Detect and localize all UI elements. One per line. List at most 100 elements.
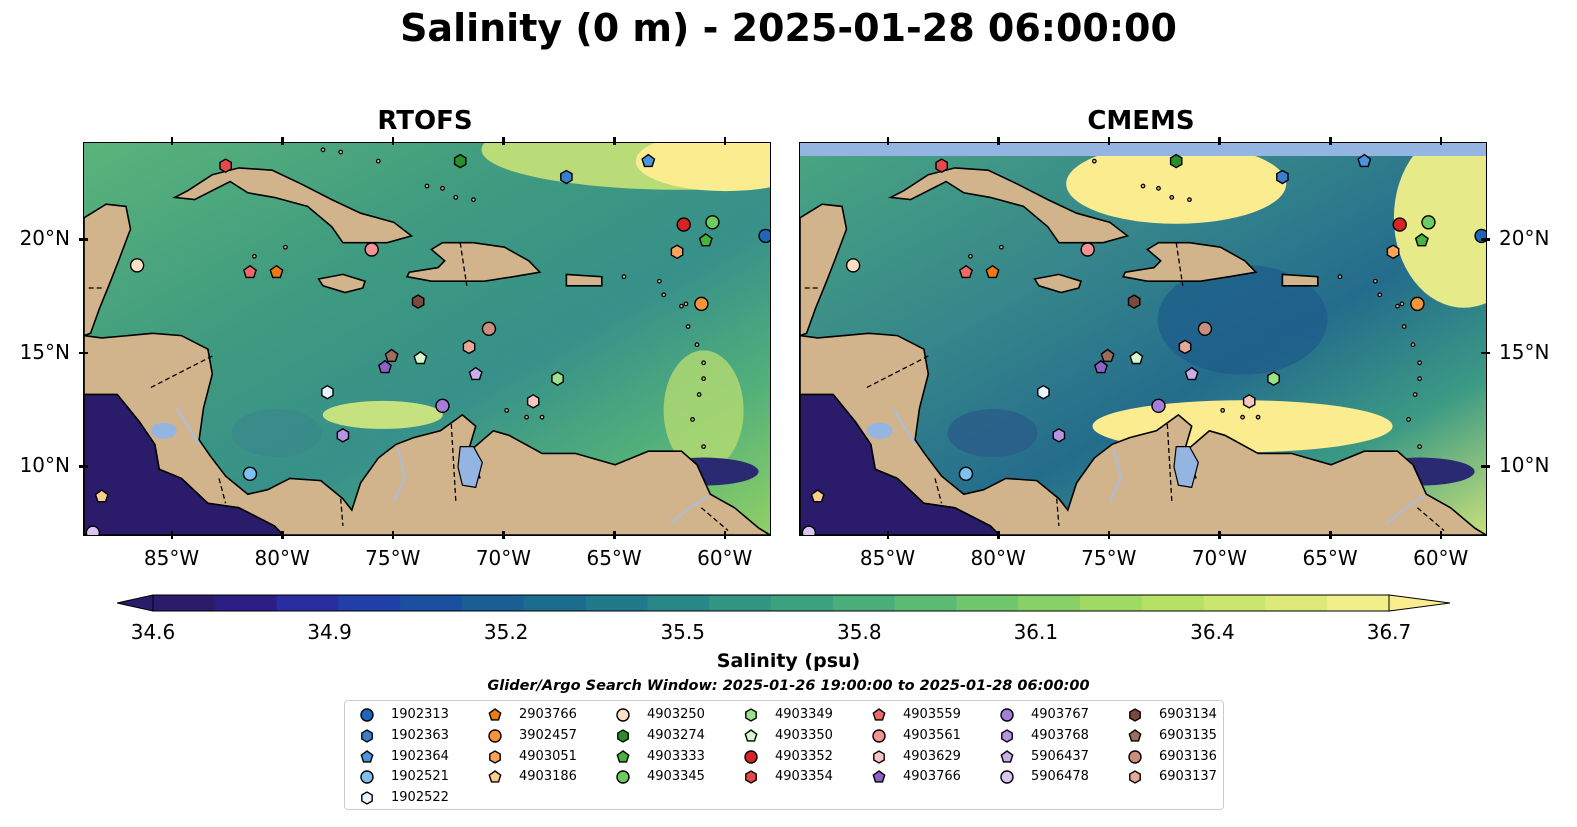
float-1902521-marker[interactable] [242,466,258,482]
legend-pentagon-marker[interactable] [360,749,374,763]
float-4903354-marker[interactable] [219,158,233,174]
pentagon-marker-icon [360,749,374,763]
legend-hexagon-marker[interactable] [1129,770,1141,785]
float-4903766-marker[interactable] [1093,359,1108,374]
legend-pentagon-marker[interactable] [616,749,630,763]
circle-marker-icon [1128,749,1142,764]
lon-tick-mark [1329,531,1332,539]
float-4903250-marker[interactable] [129,258,145,273]
float-2903766-marker[interactable] [985,264,1000,279]
float-6903135-marker[interactable] [1100,348,1115,363]
float-4903768-marker[interactable] [336,427,350,443]
float-6903135-marker[interactable] [384,348,399,363]
float-4903767-marker[interactable] [1151,398,1166,414]
float-4903349-marker[interactable] [551,371,564,387]
float-1902522-marker[interactable] [321,384,334,400]
float-4903767-marker[interactable] [435,398,450,414]
float-3902457-marker[interactable] [694,296,709,312]
float-4903345-marker[interactable] [1421,215,1436,230]
float-5906478-marker[interactable] [801,525,817,535]
legend-pentagon-marker[interactable] [1128,728,1142,742]
float-4903629-marker[interactable] [1242,393,1256,409]
float-3902457-marker[interactable] [1410,296,1425,312]
legend-circle-marker[interactable] [1000,708,1014,722]
lon-tick-label: 75°W [365,546,421,570]
float-4903186-marker[interactable] [94,489,109,503]
float-4903354-marker[interactable] [935,158,949,174]
float-4903333-marker[interactable] [698,233,713,247]
map-panel-cmems[interactable] [799,142,1487,536]
legend-hexagon-marker[interactable] [1001,728,1013,743]
float-4903766-marker[interactable] [377,359,392,374]
legend-hexagon-marker[interactable] [873,749,885,764]
legend-circle-marker[interactable] [488,729,502,743]
legend-label: 2903766 [519,707,577,722]
float-4903561-marker[interactable] [1080,242,1095,257]
float-4903352-marker[interactable] [676,217,691,232]
legend-circle-marker[interactable] [616,770,630,785]
legend-circle-marker[interactable] [1128,749,1142,764]
float-6903134-marker[interactable] [1127,294,1141,309]
float-4903559-marker[interactable] [958,264,973,279]
float-1902364-marker[interactable] [641,153,656,168]
float-1902521-marker[interactable] [958,466,974,482]
float-1902364-marker[interactable] [1357,153,1372,168]
float-4903051-marker[interactable] [1386,244,1400,260]
float-4903349-marker[interactable] [1267,371,1280,387]
float-5906478-marker[interactable] [85,525,101,535]
float-6903136-marker[interactable] [481,321,497,337]
legend-circle-marker[interactable] [616,708,630,722]
float-6903136-marker[interactable] [1197,321,1213,337]
float-2903766-marker[interactable] [269,264,284,279]
float-6903137-marker[interactable] [1178,339,1192,355]
legend-pentagon-marker[interactable] [488,708,502,721]
float-5906437-marker[interactable] [468,366,483,381]
float-4903051-marker[interactable] [670,244,684,260]
legend-hexagon-marker[interactable] [489,749,501,764]
legend-hexagon-marker[interactable] [617,728,629,743]
float-1902522-marker[interactable] [1037,384,1050,400]
island [701,360,707,366]
float-4903559-marker[interactable] [242,264,257,279]
legend-circle-marker[interactable] [360,708,374,722]
legend-pentagon-marker[interactable] [744,728,758,742]
legend-pentagon-marker[interactable] [872,770,886,783]
lon-tick-mark [1107,531,1111,539]
float-4903350-marker[interactable] [413,350,428,365]
legend-hexagon-marker[interactable] [745,770,757,785]
legend-circle-marker[interactable] [360,770,374,785]
float-4903629-marker[interactable] [526,393,540,409]
legend-hexagon-marker[interactable] [745,708,757,722]
island [1240,414,1245,420]
colorbar-segment [1327,595,1390,611]
float-6903137-marker[interactable] [462,339,476,355]
legend-pentagon-marker[interactable] [872,708,886,721]
float-5906437-marker[interactable] [1184,366,1199,381]
float-4903350-marker[interactable] [1129,350,1144,365]
float-4903352-marker[interactable] [1392,217,1407,232]
float-4903345-marker[interactable] [705,215,720,230]
float-6903134-marker[interactable] [411,294,425,309]
float-4903186-marker[interactable] [810,489,825,503]
float-4903250-marker[interactable] [845,258,861,273]
legend-circle-marker[interactable] [872,729,886,743]
no-data-band [800,143,1486,156]
float-4903561-marker[interactable] [364,242,379,257]
legend-circle-marker[interactable] [744,749,758,764]
float-1902363-marker[interactable] [560,169,573,185]
float-4903274-marker[interactable] [453,153,467,169]
colorbar-segment [276,595,339,611]
legend-hexagon-marker[interactable] [361,728,373,743]
float-4903333-marker[interactable] [1414,233,1429,247]
legend-pentagon-marker[interactable] [488,770,502,783]
float-1902363-marker[interactable] [1276,169,1289,185]
legend-pentagon-marker[interactable] [1000,749,1014,763]
map-panel-rtofs[interactable] [83,142,771,536]
legend-hexagon-marker[interactable] [1129,708,1141,722]
legend-hexagon-marker[interactable] [361,791,373,805]
float-1902313-marker[interactable] [758,228,770,244]
country-border [459,242,468,286]
float-4903768-marker[interactable] [1052,427,1066,443]
float-4903274-marker[interactable] [1169,153,1183,169]
legend-circle-marker[interactable] [1000,770,1014,785]
